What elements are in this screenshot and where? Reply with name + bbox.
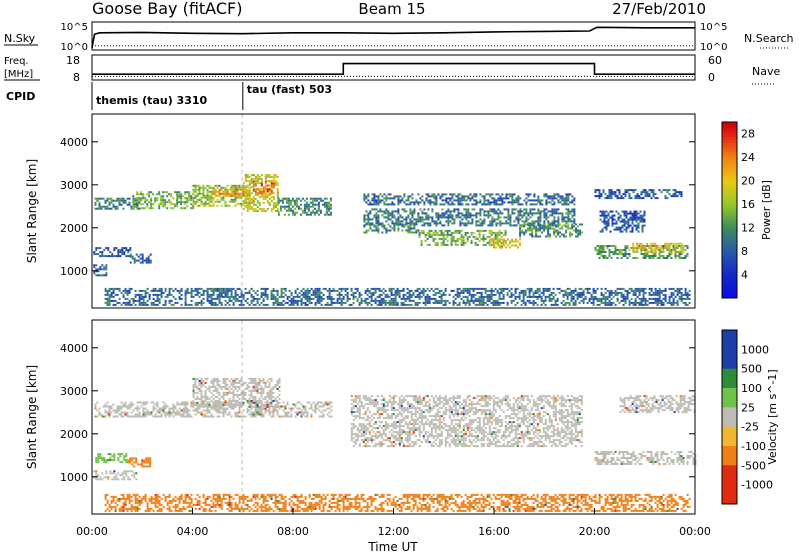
power-colorbar-tick-0: 4 — [741, 269, 748, 282]
xtick-label-5: 20:00 — [579, 525, 611, 538]
power-region-4 — [132, 191, 195, 210]
xtick-label-3: 12:00 — [378, 525, 410, 538]
velocity-colorbar-tick-2: 100 — [741, 382, 762, 395]
power-colorbar-tick-2: 12 — [741, 222, 755, 235]
freq-tick-top: 18 — [66, 54, 80, 67]
power-colorbar-label: Power [dB] — [760, 180, 773, 240]
xtick-label-1: 04:00 — [177, 525, 209, 538]
power-region-14 — [489, 238, 521, 249]
power-ytick-label-0: 1000 — [60, 265, 88, 278]
power-region-15 — [519, 223, 584, 238]
velocity-ytick-label-2: 3000 — [60, 385, 88, 398]
noise-series-0 — [91, 26, 695, 49]
cpid-panel: CPID themis (tau) 3310 tau (fast) 503 — [6, 82, 332, 110]
power-colorbar-frame — [721, 121, 738, 299]
power-region-13 — [418, 229, 507, 246]
velocity-region-8 — [104, 493, 691, 512]
power-region-2 — [129, 253, 152, 264]
power-region-7 — [242, 174, 279, 212]
velocity-ylabel: Slant Range [km] — [25, 365, 39, 469]
velocity-colorbar-tick-6: -500 — [741, 459, 766, 472]
noise-panel: N.Sky 10^5 10^0 10^5 10^0 N.Search — [4, 21, 794, 53]
xtick-label-2: 08:00 — [277, 525, 309, 538]
noise-tick-bottom-right: 10^0 — [700, 42, 727, 53]
cpid-entry-0: themis (tau) 3310 — [96, 94, 208, 107]
noise-tick-top-left: 10^5 — [61, 22, 88, 33]
velocity-ytick-label-1: 2000 — [60, 428, 88, 441]
velocity-colorbar-tick-5: -100 — [741, 440, 766, 453]
noise-right-label: N.Search — [744, 32, 794, 45]
velocity-region-5 — [350, 395, 583, 448]
power-ytick-label-2: 3000 — [60, 179, 88, 192]
power-frame — [91, 113, 696, 309]
date-title: 27/Feb/2010 — [612, 0, 706, 18]
xtick-label-6: 00:00 — [679, 525, 711, 538]
noise-tick-bottom-left: 10^0 — [61, 42, 88, 53]
power-region-12 — [363, 223, 420, 234]
freq-tick-bottom: 8 — [73, 71, 80, 84]
xtick-label-0: 00:00 — [76, 525, 108, 538]
velocity-colorbar-tick-0: 1000 — [741, 343, 769, 356]
nave-right-label: Nave — [752, 65, 780, 78]
velocity-colorbar-tick-1: 500 — [741, 363, 762, 376]
velocity-region-2 — [127, 457, 152, 468]
velocity-colorbar-tick-4: -25 — [741, 421, 759, 434]
power-region-18 — [594, 189, 683, 200]
power-colorbar-tick-1: 8 — [741, 245, 748, 258]
nave-tick-bottom: 0 — [708, 71, 715, 84]
power-colorbar-tick-4: 20 — [741, 175, 755, 188]
velocity-panel: Slant Range [km] 1000 2000 3000 4000 00:00 0… — [25, 319, 779, 554]
nave-tick-top: 60 — [708, 54, 722, 67]
velocity-colorbar-tick-7: -1000 — [741, 479, 773, 492]
xtick-label-4: 16:00 — [478, 525, 510, 538]
power-ytick-label-3: 4000 — [60, 136, 88, 149]
velocity-ytick-label-0: 1000 — [60, 471, 88, 484]
power-colorbar-tick-5: 24 — [741, 151, 755, 164]
velocity-region-1 — [95, 453, 128, 464]
velocity-colorbar-label: Velocity [m s^-1] — [766, 369, 779, 464]
freq-left-unit: [MHz] — [4, 69, 33, 80]
freq-frame — [91, 54, 696, 81]
velocity-colorbar-frame — [721, 329, 738, 505]
power-region-20 — [104, 287, 691, 306]
power-panel: Slant Range [km] 1000 2000 3000 4000 4 8 12 16… — [25, 113, 773, 309]
power-ytick-label-1: 2000 — [60, 222, 88, 235]
power-region-10 — [363, 193, 576, 206]
beam-title: Beam 15 — [358, 0, 425, 18]
power-colorbar-tick-3: 16 — [741, 198, 755, 211]
power-ylabel: Slant Range [km] — [25, 159, 39, 263]
power-region-17 — [632, 242, 685, 253]
power-region-1 — [93, 247, 132, 258]
cpid-entry-1: tau (fast) 503 — [247, 83, 332, 96]
noise-frame — [91, 21, 696, 51]
station-title: Goose Bay (fitACF) — [92, 0, 242, 18]
power-region-9 — [277, 197, 332, 216]
noise-left-label: N.Sky — [4, 32, 36, 45]
velocity-ytick-label-3: 4000 — [60, 342, 88, 355]
freq-left-label: Freq. — [4, 56, 29, 67]
velocity-region-4 — [192, 377, 281, 410]
velocity-region-0 — [93, 470, 138, 481]
power-region-8 — [252, 180, 275, 195]
noise-tick-top-right: 10^5 — [700, 22, 727, 33]
cpid-label: CPID — [6, 90, 35, 103]
power-colorbar-tick-6: 28 — [741, 128, 755, 141]
freq-series-1 — [92, 62, 695, 75]
power-region-19 — [599, 210, 646, 233]
velocity-colorbar-tick-3: 25 — [741, 401, 755, 414]
x-axis-label: Time UT — [367, 540, 418, 554]
freq-panel: Freq. [MHz] 18 8 60 0 Nave — [4, 54, 780, 85]
